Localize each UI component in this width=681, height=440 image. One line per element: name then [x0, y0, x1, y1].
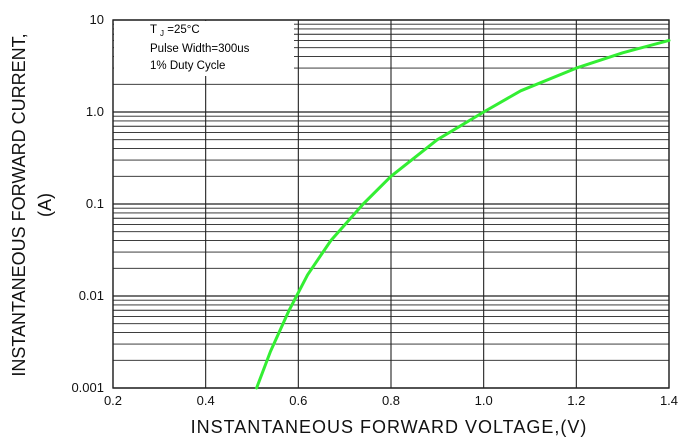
series-layer: [255, 38, 671, 390]
y-tick-label: 0.1: [86, 196, 104, 211]
x-tick-label: 0.2: [104, 393, 122, 408]
plot-frame: [112, 19, 670, 389]
condition-line-pulse-width: Pulse Width=300us: [150, 43, 250, 55]
tick-labels: 0.2 0.4 0.6 0.8 1.0 1.2 1.4 0.001 0.01 0.1 1.0 10: [71, 12, 678, 408]
condition-box: T J =25°C Pulse Width=300us 1% Duty Cycl…: [114, 21, 294, 76]
condition-line-temperature: T J =25°C: [150, 24, 200, 39]
grid-layer: [112, 19, 670, 389]
x-tick-label: 1.0: [475, 393, 493, 408]
x-tick-label: 0.6: [289, 393, 307, 408]
condition-value: =25°C: [167, 24, 199, 36]
condition-subscript: J: [160, 29, 164, 38]
condition-box-background: [114, 21, 294, 76]
series-line: [255, 38, 671, 390]
y-tick-label: 1.0: [86, 104, 104, 119]
y-axis-title-line-1: INSTANTANEOUS FORWARD CURRENT,: [9, 33, 29, 376]
condition-symbol: T: [150, 24, 157, 36]
x-tick-label: 0.4: [197, 393, 215, 408]
x-axis-title: INSTANTANEOUS FORWARD VOLTAGE,(V): [191, 417, 588, 437]
y-tick-label: 10: [90, 12, 104, 27]
x-tick-label: 0.8: [382, 393, 400, 408]
x-tick-label: 1.2: [567, 393, 585, 408]
x-tick-label: 1.4: [660, 393, 678, 408]
y-tick-label: 0.001: [71, 380, 104, 395]
y-axis-title: INSTANTANEOUS FORWARD CURRENT, (A): [9, 33, 55, 376]
condition-line-duty-cycle: 1% Duty Cycle: [150, 60, 225, 72]
y-tick-label: 0.01: [79, 288, 104, 303]
y-axis-title-line-2: (A): [35, 193, 55, 217]
